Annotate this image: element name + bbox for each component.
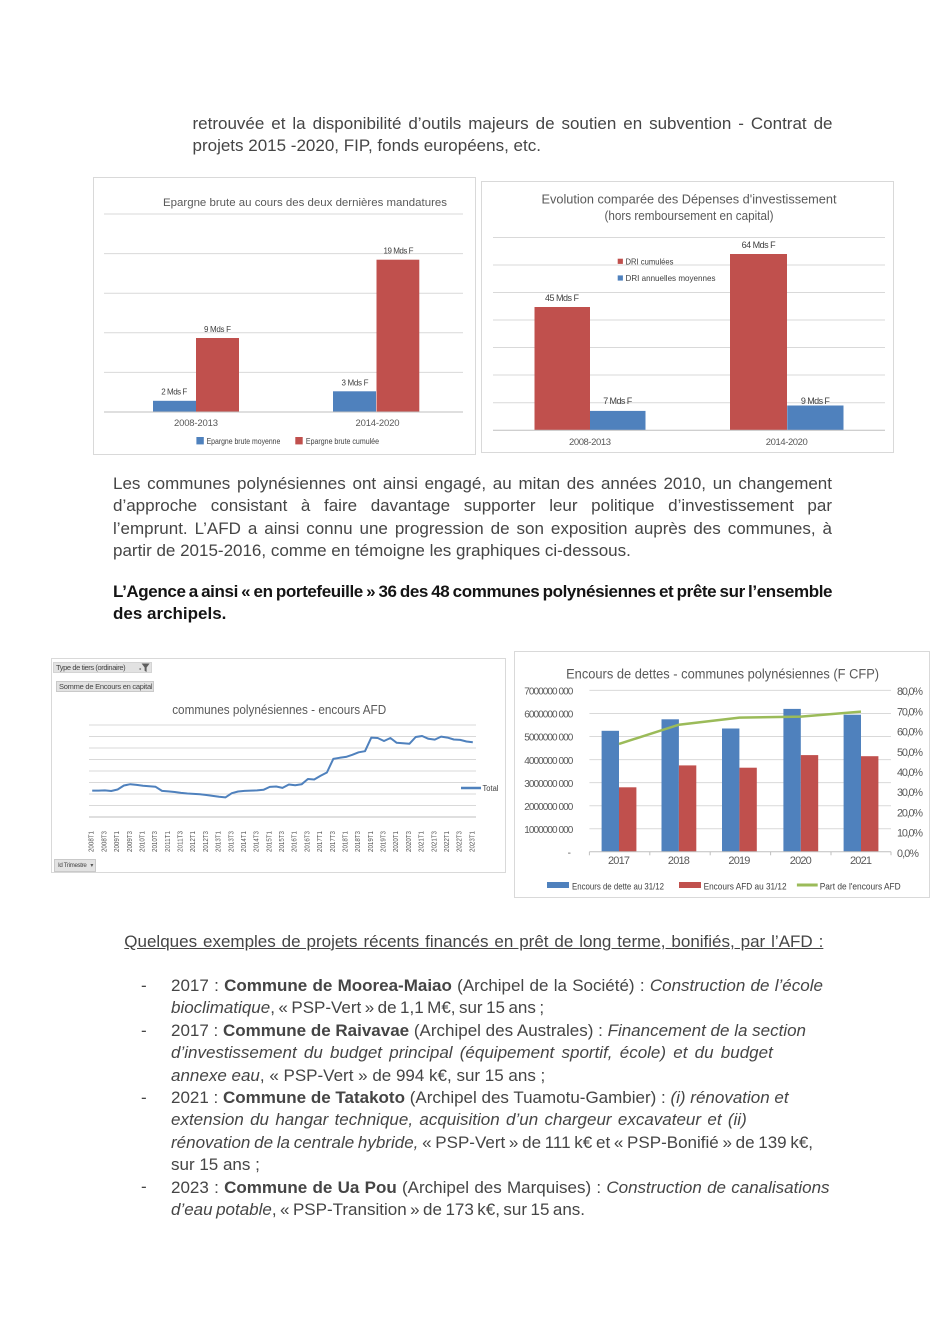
svg-text:2016T3: 2016T3 bbox=[302, 831, 311, 852]
svg-text:2015T3: 2015T3 bbox=[277, 831, 286, 852]
svg-text:9 Mds F: 9 Mds F bbox=[204, 325, 231, 334]
svg-text:2011T3: 2011T3 bbox=[176, 831, 185, 852]
svg-text:1000000 000: 1000000 000 bbox=[524, 825, 573, 836]
svg-text:5000000 000: 5000000 000 bbox=[524, 733, 573, 744]
svg-text:60,0%: 60,0% bbox=[897, 727, 923, 739]
svg-text:communes polynésiennes - encou: communes polynésiennes - encours AFD bbox=[172, 703, 386, 717]
svg-text:2014T1: 2014T1 bbox=[239, 831, 248, 852]
svg-text:DRI annuelles moyennes: DRI annuelles moyennes bbox=[626, 273, 716, 283]
svg-text:0,0%: 0,0% bbox=[897, 848, 919, 860]
svg-text:2019T3: 2019T3 bbox=[379, 831, 388, 852]
svg-text:2013T3: 2013T3 bbox=[226, 831, 235, 852]
svg-text:Epargne brute cumulée: Epargne brute cumulée bbox=[306, 436, 379, 446]
svg-text:-: - bbox=[568, 848, 571, 859]
svg-text:4000000 000: 4000000 000 bbox=[524, 756, 573, 767]
svg-text:80,0%: 80,0% bbox=[897, 686, 923, 698]
svg-text:2016T1: 2016T1 bbox=[290, 831, 299, 852]
svg-text:7 Mds F: 7 Mds F bbox=[603, 396, 633, 406]
svg-text:2018T3: 2018T3 bbox=[353, 831, 362, 852]
svg-text:2009T1: 2009T1 bbox=[112, 831, 121, 852]
svg-text:2021T1: 2021T1 bbox=[417, 831, 426, 852]
svg-text:Epargne brute moyenne: Epargne brute moyenne bbox=[207, 436, 281, 446]
svg-text:10,0%: 10,0% bbox=[897, 828, 923, 840]
svg-text:Part de l'encours AFD: Part de l'encours AFD bbox=[820, 882, 901, 893]
svg-text:2020: 2020 bbox=[790, 855, 812, 867]
svg-text:2023T1: 2023T1 bbox=[467, 831, 476, 852]
svg-text:2014-2020: 2014-2020 bbox=[356, 418, 400, 429]
svg-text:2019: 2019 bbox=[728, 855, 750, 867]
svg-text:7000000 000: 7000000 000 bbox=[524, 687, 573, 698]
svg-text:2022T3: 2022T3 bbox=[455, 831, 464, 852]
svg-text:45 Mds F: 45 Mds F bbox=[545, 293, 580, 303]
svg-text:2009T3: 2009T3 bbox=[125, 831, 134, 852]
svg-text:Encours de dette au 31/12: Encours de dette au 31/12 bbox=[572, 882, 664, 893]
svg-text:Encours de dettes - communes p: Encours de dettes - communes polynésienn… bbox=[566, 667, 879, 682]
svg-text:2017T3: 2017T3 bbox=[328, 831, 337, 852]
svg-text:2008-2013: 2008-2013 bbox=[174, 418, 218, 429]
svg-text:2000000 000: 2000000 000 bbox=[524, 802, 573, 813]
svg-text:Evolution comparée des Dépense: Evolution comparée des Dépenses d'invest… bbox=[542, 192, 837, 207]
svg-text:30,0%: 30,0% bbox=[897, 787, 923, 799]
svg-text:2010T3: 2010T3 bbox=[150, 831, 159, 852]
svg-text:2012T1: 2012T1 bbox=[188, 831, 197, 852]
svg-text:2018T1: 2018T1 bbox=[341, 831, 350, 852]
svg-text:3 Mds F: 3 Mds F bbox=[342, 379, 369, 388]
svg-text:3000000 000: 3000000 000 bbox=[524, 779, 573, 790]
svg-text:(hors remboursement en capital: (hors remboursement en capital) bbox=[605, 208, 774, 223]
svg-text:2020T3: 2020T3 bbox=[404, 831, 413, 852]
svg-text:2013T1: 2013T1 bbox=[214, 831, 223, 852]
svg-text:2008-2013: 2008-2013 bbox=[569, 437, 611, 448]
svg-text:2022T1: 2022T1 bbox=[442, 831, 451, 852]
svg-text:Total: Total bbox=[483, 784, 499, 793]
svg-text:64 Mds F: 64 Mds F bbox=[742, 240, 777, 250]
svg-text:6000000 000: 6000000 000 bbox=[524, 710, 573, 721]
svg-text:2010T1: 2010T1 bbox=[138, 831, 147, 852]
svg-text:2011T1: 2011T1 bbox=[163, 831, 172, 852]
svg-text:2021T3: 2021T3 bbox=[429, 831, 438, 852]
svg-text:2008T3: 2008T3 bbox=[99, 831, 108, 852]
svg-text:2014T3: 2014T3 bbox=[252, 831, 261, 852]
svg-text:9 Mds F: 9 Mds F bbox=[801, 396, 831, 406]
svg-text:2018: 2018 bbox=[668, 855, 690, 867]
svg-text:2014-2020: 2014-2020 bbox=[766, 437, 808, 448]
svg-text:2 Mds F: 2 Mds F bbox=[161, 387, 187, 396]
svg-text:70,0%: 70,0% bbox=[897, 706, 923, 718]
svg-text:40,0%: 40,0% bbox=[897, 767, 923, 779]
svg-text:20,0%: 20,0% bbox=[897, 807, 923, 819]
svg-text:2021: 2021 bbox=[850, 855, 872, 867]
svg-text:19 Mds F: 19 Mds F bbox=[384, 246, 414, 255]
svg-text:2015T1: 2015T1 bbox=[264, 831, 273, 852]
svg-text:2017: 2017 bbox=[608, 855, 630, 867]
svg-text:2008T1: 2008T1 bbox=[87, 831, 96, 852]
svg-text:2020T1: 2020T1 bbox=[391, 831, 400, 852]
svg-text:DRI cumulées: DRI cumulées bbox=[626, 257, 674, 267]
svg-text:2017T1: 2017T1 bbox=[315, 831, 324, 852]
svg-text:50,0%: 50,0% bbox=[897, 747, 923, 759]
svg-text:Epargne brute au cours des deu: Epargne brute au cours des deux dernière… bbox=[163, 197, 447, 209]
svg-text:2012T3: 2012T3 bbox=[201, 831, 210, 852]
svg-text:2019T1: 2019T1 bbox=[366, 831, 375, 852]
svg-text:Encours AFD au 31/12: Encours AFD au 31/12 bbox=[704, 882, 787, 893]
